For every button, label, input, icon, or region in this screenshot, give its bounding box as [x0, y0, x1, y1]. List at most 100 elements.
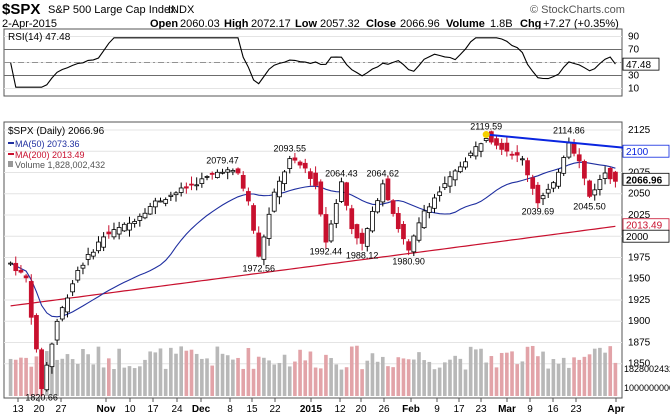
- candle-body: [70, 283, 75, 293]
- volume-bar: [334, 364, 339, 396]
- x-tick-label: 13: [12, 404, 24, 415]
- open-value: 2060.03: [180, 18, 220, 30]
- x-tick-label: Apr: [607, 404, 624, 415]
- volume-value: 1.8B: [490, 18, 513, 30]
- volume-bar: [70, 359, 75, 396]
- candle-body: [142, 212, 148, 219]
- candle-body: [183, 186, 189, 189]
- volume-bar: [448, 359, 452, 396]
- candle-body: [240, 175, 246, 189]
- candle-body: [287, 158, 293, 169]
- candle-body: [571, 143, 577, 154]
- volume-bar: [8, 358, 13, 396]
- x-tick-label: 15: [246, 404, 258, 415]
- volume-bar: [200, 358, 204, 396]
- candle-body: [499, 142, 505, 150]
- volume-bar: [463, 369, 468, 396]
- candle-body: [127, 222, 132, 231]
- volume-bar: [370, 353, 375, 396]
- candle-body: [23, 275, 29, 279]
- volume-bar: [318, 368, 323, 396]
- candle-body: [137, 215, 143, 221]
- volume-bar: [391, 367, 395, 396]
- candle-body: [178, 187, 184, 193]
- candle-body: [318, 181, 324, 215]
- volume-bar: [13, 359, 18, 396]
- candle-body: [411, 235, 417, 253]
- candle-body: [607, 167, 613, 180]
- candle-body: [602, 172, 608, 179]
- annotation-label: 1820.66: [25, 393, 58, 403]
- volume-bar: [474, 349, 478, 396]
- volume-bar: [437, 367, 442, 396]
- volume-bar: [106, 358, 111, 396]
- volume-bar: [355, 345, 359, 396]
- volume-bar: [401, 358, 406, 396]
- volume-bar: [122, 367, 127, 396]
- candle-body: [44, 364, 50, 391]
- candle-body: [339, 181, 344, 202]
- candle-body: [13, 262, 19, 272]
- volume-bar: [422, 360, 426, 396]
- candle-body: [540, 195, 546, 200]
- volume-bar: [112, 369, 116, 396]
- candle-body: [576, 154, 582, 162]
- volume-bar: [499, 352, 504, 396]
- candle-body: [147, 206, 153, 215]
- candle-body: [28, 281, 34, 318]
- x-tick-label: Dec: [192, 404, 211, 415]
- x-tick-label: 23: [475, 404, 487, 415]
- candle-body: [8, 262, 13, 265]
- x-tick-label: 10: [124, 404, 136, 415]
- y-tick-label: 1850: [628, 359, 651, 370]
- ma50-series: [10, 161, 616, 318]
- volume-bar: [494, 367, 499, 396]
- candle-body: [90, 251, 96, 257]
- candle-body: [597, 179, 603, 190]
- candle-body: [457, 166, 463, 173]
- candle-body: [478, 143, 484, 152]
- volume-bar: [427, 361, 432, 396]
- candle-body: [375, 200, 380, 213]
- volume-bar: [339, 369, 344, 396]
- candle-body: [551, 182, 556, 189]
- candle-body: [566, 142, 572, 158]
- volume-bar: [101, 367, 106, 396]
- candle-body: [199, 178, 205, 184]
- candle-body: [520, 158, 525, 161]
- volume-bar: [143, 359, 147, 396]
- candle-body: [230, 170, 236, 173]
- volume-bar: [608, 346, 613, 396]
- volume-bar: [572, 357, 576, 396]
- candle-body: [225, 169, 231, 173]
- x-tick-label: 20: [355, 404, 367, 415]
- legend-ma50: MA(50) 2073.36: [15, 139, 80, 149]
- volume-bar: [251, 368, 256, 396]
- volume-bar: [380, 356, 385, 396]
- x-tick-label: 17: [453, 404, 465, 415]
- price-tag-label: 2100: [626, 147, 649, 158]
- volume-bar: [598, 347, 602, 396]
- volume-bar: [525, 346, 530, 396]
- price-tag-label: 2000: [626, 232, 649, 243]
- x-tick-label: Nov: [97, 404, 116, 415]
- candle-body: [80, 264, 86, 269]
- candle-body: [302, 162, 308, 169]
- volume-bar: [411, 359, 416, 396]
- x-tick-label: 16: [547, 404, 559, 415]
- candle-body: [323, 214, 329, 243]
- annotation-label: 2064.43: [325, 168, 358, 178]
- watermark: © StockCharts.com: [530, 4, 625, 16]
- x-tick-label: 8: [227, 404, 233, 415]
- candle-body: [220, 171, 225, 174]
- candle-body: [101, 236, 107, 248]
- candle-body: [39, 349, 44, 390]
- rsi-tick-label: 30: [628, 71, 640, 82]
- volume-bar: [515, 364, 520, 396]
- volume-bar: [86, 354, 90, 396]
- candle-body: [463, 161, 468, 168]
- candle-body: [235, 168, 241, 174]
- volume-bar: [205, 358, 209, 396]
- volume-bar: [344, 367, 349, 396]
- volume-bar: [158, 348, 163, 396]
